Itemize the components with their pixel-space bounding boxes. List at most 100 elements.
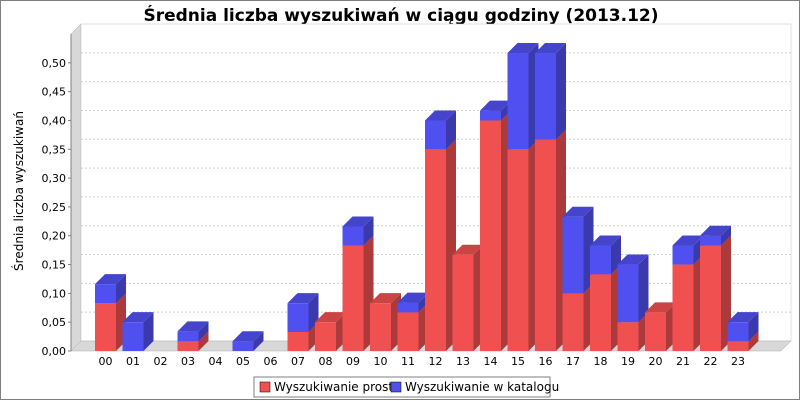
x-tick-label: 14 xyxy=(484,355,498,368)
bar-front xyxy=(177,341,199,351)
bar-03-series-1 xyxy=(177,321,209,342)
bar-top xyxy=(452,244,484,255)
bar-front xyxy=(562,216,584,294)
bar-side xyxy=(721,225,731,246)
x-tick-label: 08 xyxy=(319,355,333,368)
x-tick-label: 06 xyxy=(264,355,278,368)
y-tick-label: 0,30 xyxy=(42,172,67,185)
x-tick-label: 03 xyxy=(181,355,195,368)
bar-22-series-1 xyxy=(700,225,731,246)
legend-label-wyszukiwanie-w-katalogu: Wyszukiwanie w katalogu xyxy=(405,380,559,394)
bar-front xyxy=(95,284,116,304)
y-tick-label: 0,50 xyxy=(42,57,67,70)
bar-top xyxy=(590,235,621,246)
x-tick-label: 04 xyxy=(209,355,223,368)
x-tick-label: 13 xyxy=(456,355,470,368)
x-tick-label: 01 xyxy=(126,355,140,368)
bar-top xyxy=(122,312,154,323)
bar-18-series-1 xyxy=(590,235,621,275)
bar-front xyxy=(645,312,666,351)
bar-15-series-0 xyxy=(507,139,539,351)
x-tick-label: 19 xyxy=(621,355,635,368)
bar-top xyxy=(645,302,676,313)
bar-front xyxy=(535,53,556,140)
bar-09-series-1 xyxy=(342,216,374,246)
bar-front xyxy=(122,322,144,351)
bar-08-series-0 xyxy=(315,312,346,351)
bar-top xyxy=(287,293,319,304)
bar-side xyxy=(638,254,649,323)
bar-front xyxy=(617,322,639,351)
bar-12-series-0 xyxy=(425,139,456,351)
bar-top xyxy=(700,225,731,236)
x-tick-label: 00 xyxy=(99,355,113,368)
bar-side xyxy=(198,321,209,342)
bar-front xyxy=(700,235,721,246)
bar-front xyxy=(590,245,611,275)
bar-top xyxy=(727,312,759,323)
bar-10-series-0 xyxy=(370,293,401,351)
bar-00-series-1 xyxy=(95,274,126,304)
bar-side xyxy=(748,312,759,342)
bar-top xyxy=(672,235,704,246)
bar-top xyxy=(535,43,566,54)
bar-14-series-0 xyxy=(480,110,511,351)
x-tick-label: 10 xyxy=(374,355,388,368)
bar-top xyxy=(617,254,649,265)
y-tick-label: 0,35 xyxy=(42,143,67,156)
y-tick-label: 0,00 xyxy=(42,345,67,358)
bar-front xyxy=(617,264,639,323)
x-tick-label: 23 xyxy=(731,355,745,368)
bar-front xyxy=(397,312,419,351)
bar-01-series-1 xyxy=(122,312,154,351)
y-tick-label: 0,45 xyxy=(42,86,67,99)
bar-18-series-0 xyxy=(590,264,621,351)
bar-front xyxy=(672,264,694,351)
x-tick-label: 22 xyxy=(704,355,718,368)
bar-side xyxy=(198,331,209,351)
y-tick-label: 0,25 xyxy=(42,201,67,214)
bar-19-series-1 xyxy=(617,254,649,323)
x-tick-label: 16 xyxy=(539,355,553,368)
x-tick-label: 20 xyxy=(649,355,663,368)
bar-front xyxy=(562,293,584,351)
bar-17-series-1 xyxy=(562,206,594,294)
x-tick-label: 17 xyxy=(566,355,580,368)
bar-top xyxy=(507,43,539,54)
bar-09-series-0 xyxy=(342,235,374,351)
bar-front xyxy=(315,322,336,351)
x-tick-label: 02 xyxy=(154,355,168,368)
y-tick-label: 0,40 xyxy=(42,114,67,127)
bar-07-series-1 xyxy=(287,293,319,332)
bar-16-series-0 xyxy=(535,129,566,351)
bar-front xyxy=(700,245,721,351)
bar-front xyxy=(177,331,199,342)
y-tick-label: 0,05 xyxy=(42,316,67,329)
bar-top xyxy=(95,274,126,285)
bar-front xyxy=(342,226,364,246)
bar-12-series-1 xyxy=(425,110,456,150)
x-tick-label: 07 xyxy=(291,355,305,368)
bar-top xyxy=(177,321,209,332)
legend-swatch-wyszukiwanie-w-katalogu xyxy=(390,381,402,393)
x-tick-label: 12 xyxy=(429,355,443,368)
y-axis-label: Średnia liczba wyszukiwań xyxy=(11,111,26,271)
bar-front xyxy=(287,303,309,332)
y-tick-label: 0,20 xyxy=(42,230,67,243)
chart-title: Średnia liczba wyszukiwań w ciągu godzin… xyxy=(143,4,658,26)
y-tick-label: 0,10 xyxy=(42,287,67,300)
legend: Wyszukiwanie proste Wyszukiwanie w katal… xyxy=(253,376,559,398)
bar-side xyxy=(253,331,264,351)
bars-group xyxy=(95,43,759,351)
bar-21-series-0 xyxy=(672,254,704,351)
left-wall xyxy=(70,23,82,352)
x-tick-label: 05 xyxy=(236,355,250,368)
bar-front xyxy=(480,110,501,121)
bar-side xyxy=(143,312,154,351)
bar-front xyxy=(535,139,556,351)
bar-side xyxy=(556,43,566,140)
bar-front xyxy=(425,149,446,351)
bar-side xyxy=(446,110,456,150)
y-tick-label: 0,15 xyxy=(42,259,67,272)
bar-side xyxy=(116,274,126,304)
